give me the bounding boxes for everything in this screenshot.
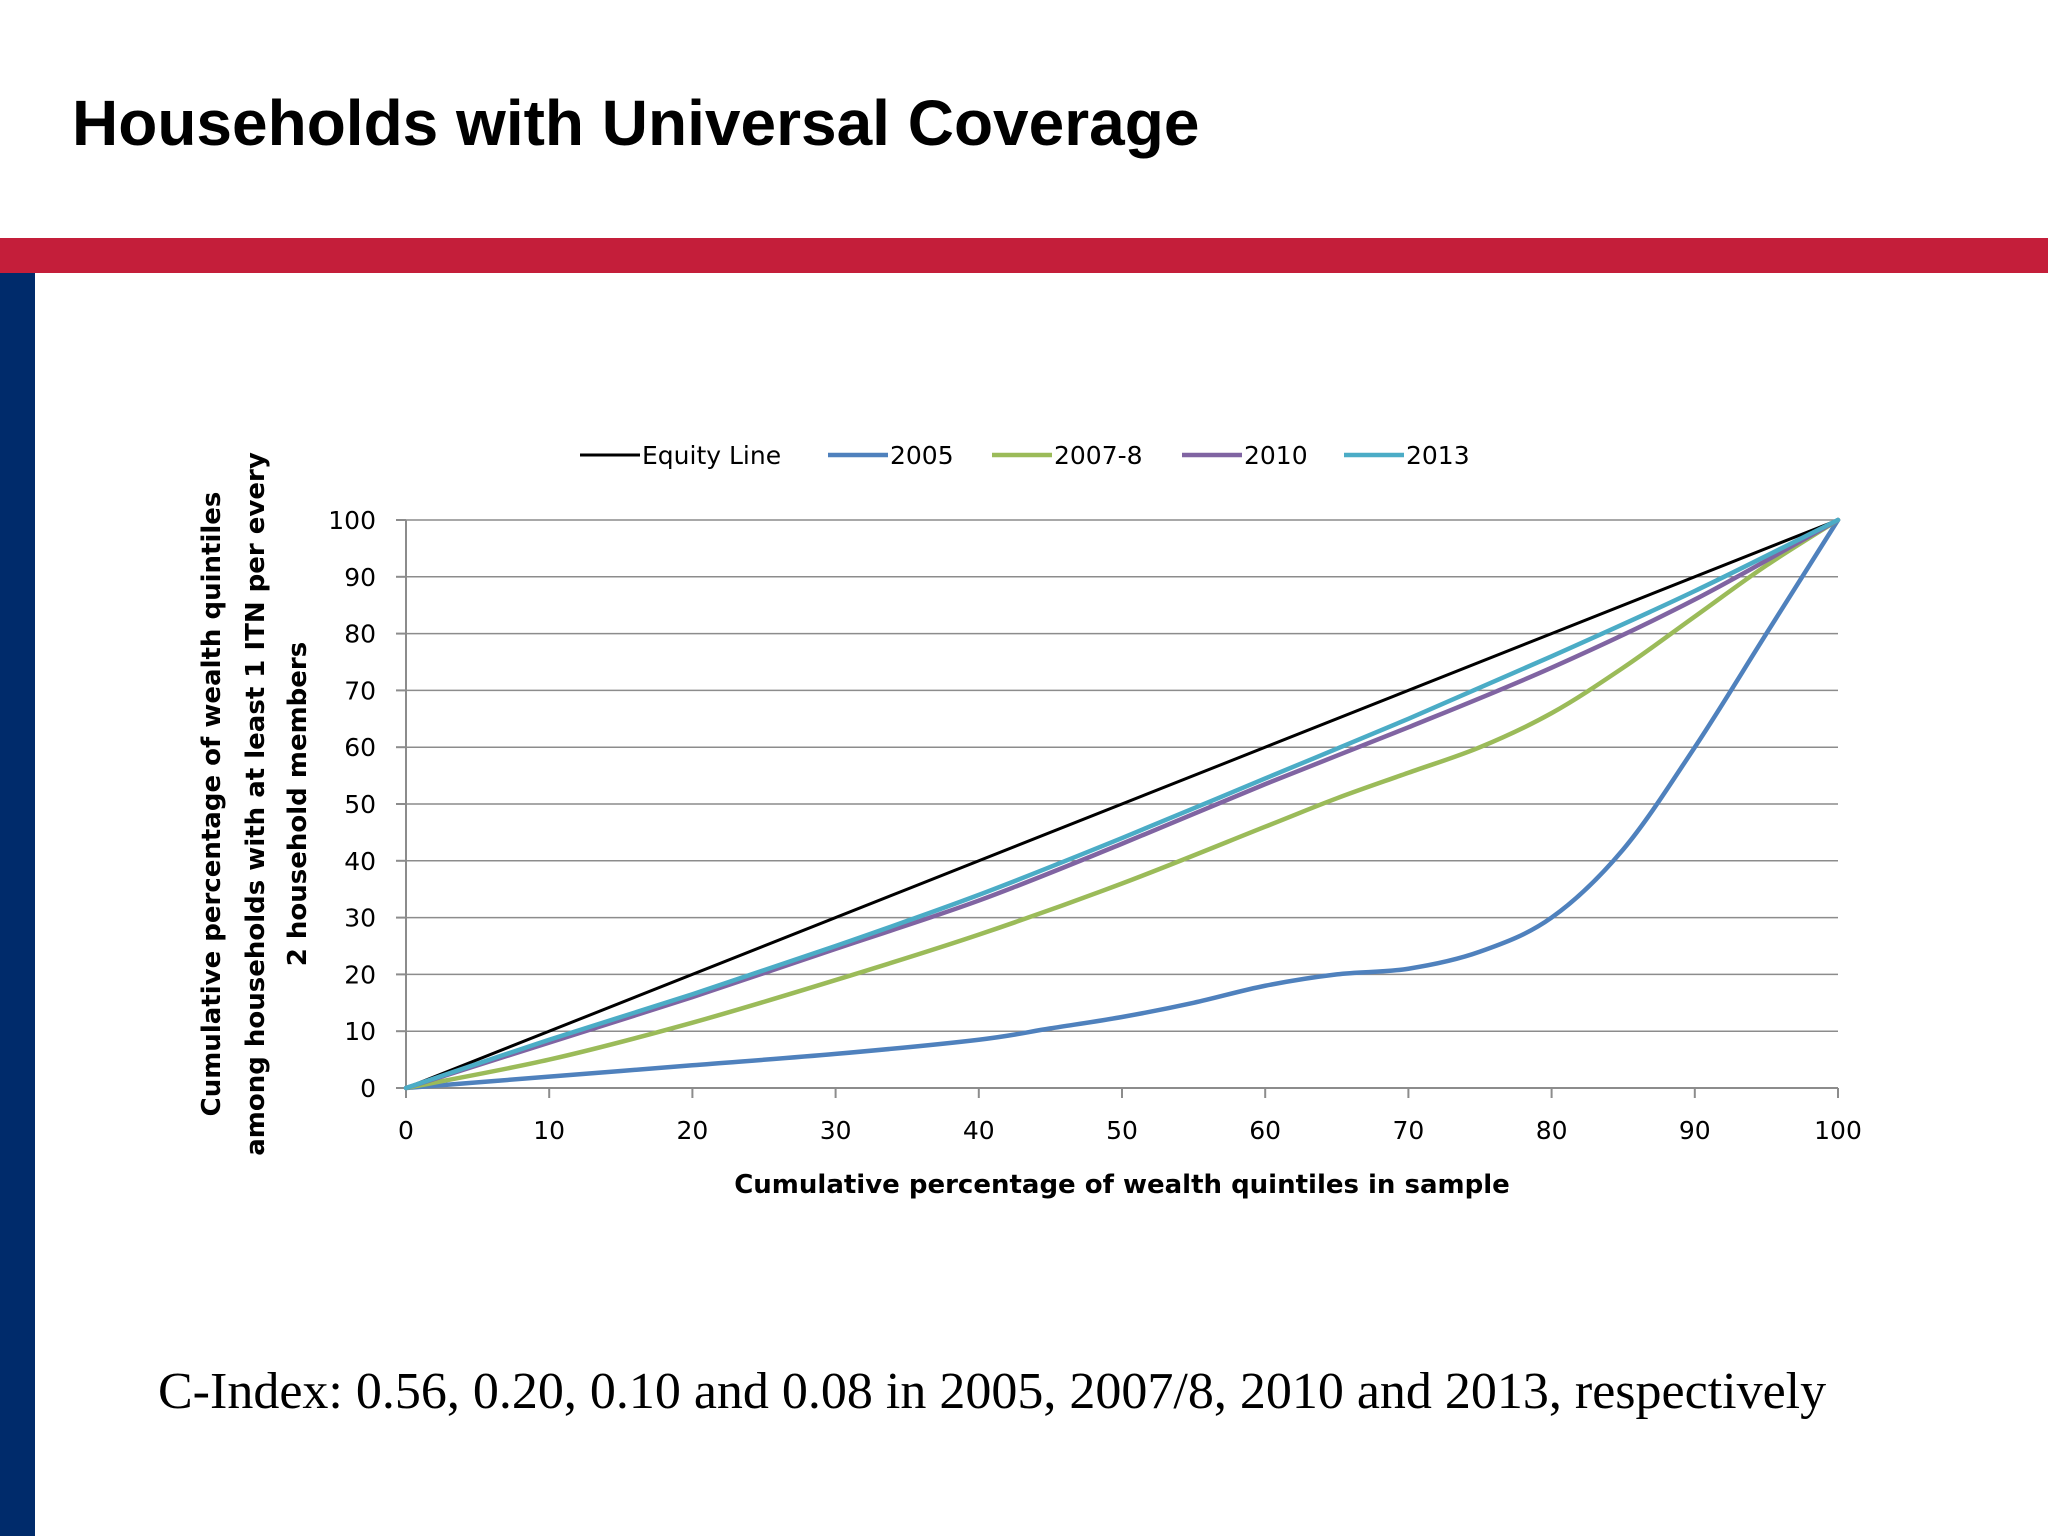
chart-axis-labels: Cumulative percentage of wealth quintile… xyxy=(197,452,1510,1200)
x-tick-label-90: 90 xyxy=(1679,1116,1711,1145)
y-tick-label-0: 0 xyxy=(360,1074,376,1103)
x-tick-label-0: 0 xyxy=(398,1116,414,1145)
x-tick-label-80: 80 xyxy=(1536,1116,1568,1145)
x-tick-label-30: 30 xyxy=(820,1116,852,1145)
y-tick-label-10: 10 xyxy=(344,1017,376,1046)
x-tick-label-40: 40 xyxy=(963,1116,995,1145)
chart-series-lines xyxy=(403,517,1841,1091)
y-tick-label-90: 90 xyxy=(344,563,376,592)
side-accent-bar xyxy=(0,273,35,1536)
y-tick-label-70: 70 xyxy=(344,676,376,705)
legend-label-2013: 2013 xyxy=(1406,441,1470,470)
y-axis-label-line-2: among households with at least 1 ITN per… xyxy=(241,452,271,1156)
x-tick-label-100: 100 xyxy=(1814,1116,1862,1145)
slide-title: Households with Universal Coverage xyxy=(72,87,1200,159)
y-axis-label-line-3: 2 household members xyxy=(283,642,313,966)
y-tick-label-30: 30 xyxy=(344,904,376,933)
series-line-2005 xyxy=(403,517,1841,1091)
legend-label-equity-line: Equity Line xyxy=(642,441,781,470)
series-line-2010 xyxy=(403,517,1841,1091)
header-accent-bar xyxy=(0,238,2048,273)
c-index-caption: C-Index: 0.56, 0.20, 0.10 and 0.08 in 20… xyxy=(158,1363,1827,1420)
x-tick-label-10: 10 xyxy=(533,1116,565,1145)
y-tick-label-60: 60 xyxy=(344,733,376,762)
chart-gridlines xyxy=(406,519,1838,1032)
y-tick-label-50: 50 xyxy=(344,790,376,819)
y-tick-label-20: 20 xyxy=(344,960,376,989)
legend-label-2005: 2005 xyxy=(890,441,954,470)
legend-label-2010: 2010 xyxy=(1244,441,1308,470)
y-axis-label-line-1: Cumulative percentage of wealth quintile… xyxy=(197,492,227,1117)
x-tick-label-70: 70 xyxy=(1392,1116,1424,1145)
chart-legend: Equity Line 2005 2007-8 2010 2013 xyxy=(580,441,1470,470)
y-tick-label-80: 80 xyxy=(344,620,376,649)
x-tick-label-60: 60 xyxy=(1249,1116,1281,1145)
series-line-equity-line xyxy=(404,518,1840,1090)
chart-axes xyxy=(396,519,1839,1098)
y-tick-label-40: 40 xyxy=(344,847,376,876)
x-axis-label: Cumulative percentage of wealth quintile… xyxy=(734,1170,1510,1200)
series-line-2013 xyxy=(403,517,1841,1091)
chart-tick-labels: 0 10 20 30 40 50 60 70 80 90 100 0 10 20 30 40 50 60 70 80 9… xyxy=(328,506,1862,1145)
series-line-2007-8 xyxy=(403,517,1841,1091)
legend-label-2007-8: 2007-8 xyxy=(1054,441,1143,470)
y-tick-label-100: 100 xyxy=(328,506,376,535)
x-tick-label-20: 20 xyxy=(676,1116,708,1145)
x-tick-label-50: 50 xyxy=(1106,1116,1138,1145)
